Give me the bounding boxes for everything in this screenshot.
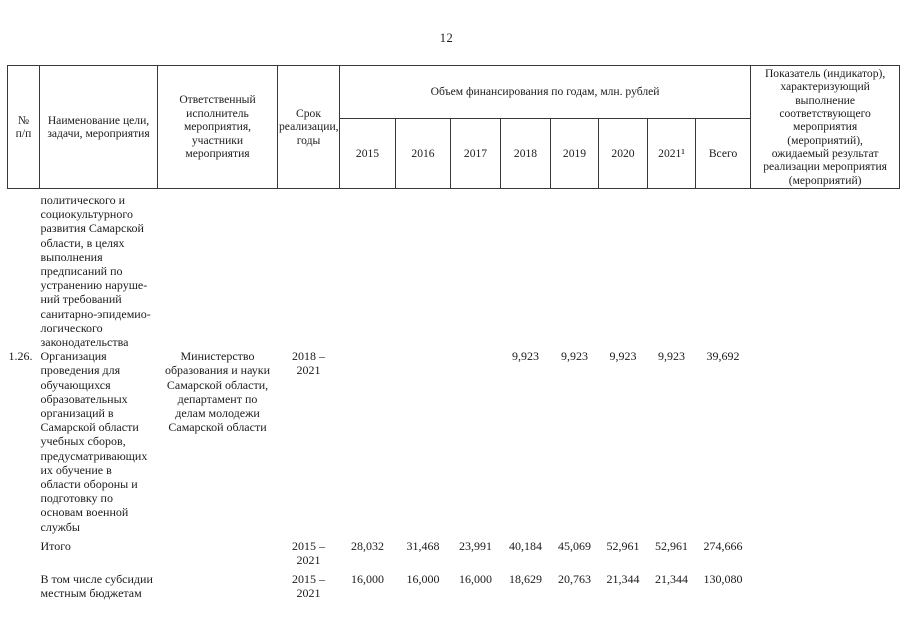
cell-indicator <box>751 189 900 350</box>
cell-2015: 16,000 <box>351 572 384 587</box>
cell-2018: 40,184 <box>509 538 542 553</box>
cell-2017 <box>451 189 501 350</box>
cell-2015 <box>340 349 396 534</box>
header-year-2021: 2021¹ <box>647 118 696 189</box>
table-body: политического и социокультурного развити… <box>8 189 900 601</box>
cell-executor: Министерство образования и науки Самарск… <box>164 349 271 435</box>
cell-total: 130,080 <box>703 572 743 587</box>
header-finance-group: Объем финансирования по годам, млн. рубл… <box>338 65 752 119</box>
header-year-2020: 2020 <box>598 118 648 189</box>
header-year-2015: 2015 <box>339 118 396 189</box>
cell-total: 39,692 <box>706 349 740 364</box>
cell-2017 <box>451 349 501 534</box>
table-row-itogo: Итого 2015 – 2021 28,032 31,468 23,991 4… <box>8 534 900 567</box>
cell-2017: 16,000 <box>459 572 492 587</box>
cell-2016: 16,000 <box>406 572 440 587</box>
cell-2021: 52,961 <box>655 538 688 553</box>
header-year-2017: 2017 <box>450 118 501 189</box>
table-header: № п/п Наименование цели, задачи, меропри… <box>7 65 901 189</box>
cell-total <box>696 189 751 350</box>
cell-total: 274,666 <box>703 538 743 553</box>
cell-2017: 23,991 <box>459 538 492 553</box>
header-col-executor: Ответственный исполнитель мероприятия, у… <box>157 65 278 189</box>
header-year-2019: 2019 <box>550 118 599 189</box>
cell-term: 2018 – 2021 <box>292 349 325 378</box>
cell-term <box>278 189 340 350</box>
cell-num: 1.26. <box>8 349 33 364</box>
cell-indicator <box>751 534 900 567</box>
cell-executor <box>158 567 278 600</box>
header-col-total: Всего <box>694 118 752 189</box>
header-row-years: 2015 2016 2017 2018 2019 2020 2021¹ Всег… <box>8 118 900 189</box>
table-row-continuation: политического и социокультурного развити… <box>8 189 900 350</box>
finance-table: № п/п Наименование цели, задачи, меропри… <box>7 65 901 601</box>
cell-indicator <box>751 349 900 534</box>
cell-2020 <box>599 189 648 350</box>
cell-2020: 21,344 <box>606 572 640 587</box>
cell-2018: 18,629 <box>509 572 542 587</box>
cell-2018 <box>501 189 551 350</box>
cell-term: 2015 – 2021 <box>292 572 325 601</box>
header-col-term: Срок реализации, годы <box>277 65 340 189</box>
cell-2020: 52,961 <box>606 538 640 553</box>
cell-executor <box>158 534 278 567</box>
cell-term: 2015 – 2021 <box>292 538 325 568</box>
cell-2019: 20,763 <box>558 572 591 587</box>
cell-num <box>8 534 40 567</box>
cell-name: Организация проведения для обучающихся о… <box>40 349 148 534</box>
cell-2016: 31,468 <box>406 538 440 553</box>
cell-2019: 45,069 <box>558 538 591 553</box>
header-col-num: № п/п <box>7 65 40 189</box>
table-row-1-26: 1.26. Организация проведения для обучающ… <box>8 349 900 534</box>
cell-indicator <box>751 567 900 600</box>
page-number: 12 <box>439 31 454 45</box>
cell-2016 <box>396 349 451 534</box>
cell-2015 <box>340 189 396 350</box>
cell-executor <box>158 189 278 350</box>
cell-2016 <box>396 189 451 350</box>
cell-name: В том числе субсидии местным бюджетам <box>40 572 153 601</box>
cell-2021 <box>648 189 696 350</box>
cell-2019: 9,923 <box>561 349 588 364</box>
cell-2019 <box>551 189 599 350</box>
table-row-subsidies: В том числе субсидии местным бюджетам 20… <box>8 567 900 600</box>
cell-2021: 9,923 <box>658 349 685 364</box>
cell-2018: 9,923 <box>512 349 539 364</box>
cell-2015: 28,032 <box>351 538 384 553</box>
header-col-name: Наименование цели, задачи, мероприятия <box>39 65 158 189</box>
cell-name: Итого <box>40 538 71 553</box>
cell-2021: 21,344 <box>655 572 688 587</box>
header-year-2016: 2016 <box>395 118 451 189</box>
header-col-indicator: Показатель (индикатор), характеризующий … <box>750 65 901 189</box>
cell-num <box>8 189 40 350</box>
cell-name: политического и социокультурного развити… <box>40 193 151 350</box>
cell-2020: 9,923 <box>609 349 637 364</box>
cell-num <box>8 567 40 600</box>
header-row-top: № п/п Наименование цели, задачи, меропри… <box>7 65 901 189</box>
header-year-2018: 2018 <box>500 118 551 189</box>
